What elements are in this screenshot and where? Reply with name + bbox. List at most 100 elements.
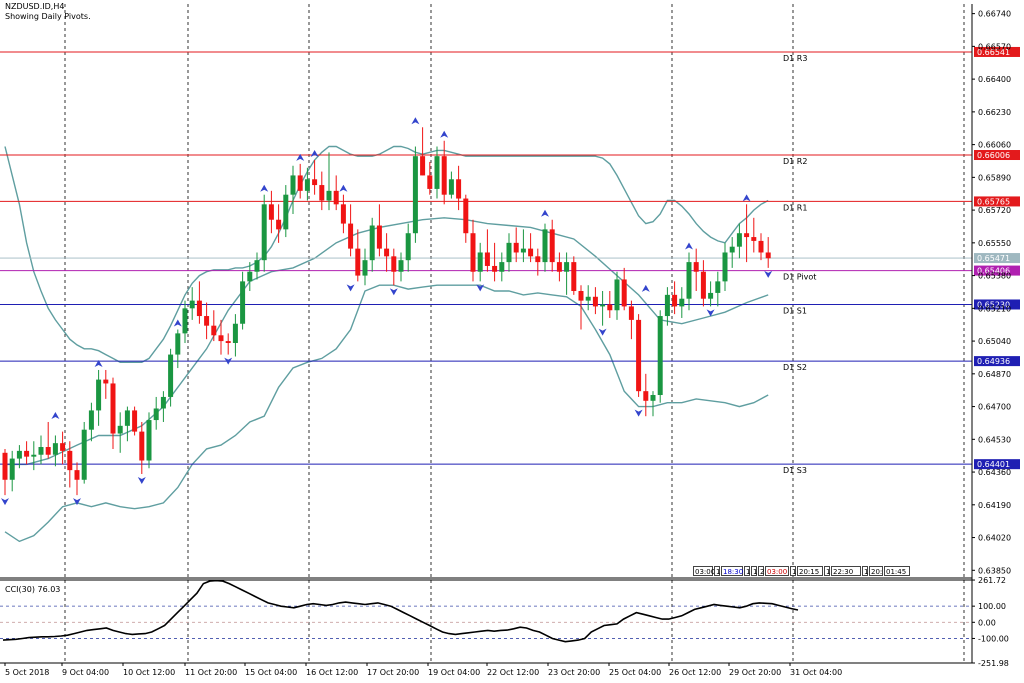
candle-body <box>384 248 390 257</box>
pivot-price-tag <box>974 196 1020 207</box>
candle-body <box>708 292 714 299</box>
candle-body <box>420 156 426 176</box>
candle-body <box>9 458 15 480</box>
candle-body <box>636 319 642 392</box>
candle-body <box>196 300 202 317</box>
chart-frame <box>0 4 973 664</box>
fractal-down-arrow <box>346 284 355 292</box>
pivot-label: D1 S2 <box>783 363 807 372</box>
cci-title: CCI(30) 76.03 <box>5 585 60 594</box>
candle-body <box>592 296 598 307</box>
current-price-tag <box>974 253 1020 264</box>
bollinger-bands <box>4 145 769 543</box>
trade-panel-box[interactable]: 03:00 <box>693 566 716 576</box>
candle-body <box>672 294 678 307</box>
time-tick-label: 25 Oct 04:00 <box>609 668 661 677</box>
candle-body <box>355 248 361 276</box>
candle-body <box>189 300 195 309</box>
candle-body <box>52 443 58 455</box>
fractal-down-arrow <box>634 409 643 417</box>
candle-body <box>751 237 757 241</box>
vertical-grid <box>64 4 965 663</box>
candle-body <box>333 190 339 205</box>
pivot-price-tag-text: 0.65230 <box>977 300 1010 309</box>
pivot-label: D1 R2 <box>783 157 807 166</box>
trade-panel-box[interactable]: 20:15 <box>797 566 823 576</box>
symbol-label: NZDUSD.ID,H4 <box>5 2 65 11</box>
candle-body <box>376 225 382 249</box>
pivot-label: D1 R3 <box>783 54 807 63</box>
trade-panel-box[interactable]: 2 <box>758 566 765 576</box>
candle-body <box>211 325 217 336</box>
candle-body <box>182 308 188 334</box>
candle-body <box>456 179 462 199</box>
price-tick-label: 0.65890 <box>978 173 1011 182</box>
candle-body <box>146 420 152 461</box>
candle-body <box>664 294 670 317</box>
pivot-price-tag <box>974 265 1020 276</box>
trade-panel-box[interactable]: 1 <box>790 566 797 576</box>
price-tick-label: 0.65040 <box>978 337 1011 346</box>
time-tick-label: 10 Oct 12:00 <box>123 668 175 677</box>
fractal-up-arrow <box>742 194 751 202</box>
trade-panel-box[interactable]: 1 <box>862 566 869 576</box>
price-tick-label: 0.64360 <box>978 468 1011 477</box>
price-tick-label: 0.64020 <box>978 534 1011 543</box>
candle-body <box>621 279 627 307</box>
candle-body <box>348 223 354 249</box>
candle-body <box>736 233 742 247</box>
pivot-price-tag-text: 0.65406 <box>977 267 1010 276</box>
candle-body <box>232 323 238 344</box>
fractal-up-arrow <box>173 319 182 327</box>
current-price-tag-text: 0.65471 <box>977 254 1010 263</box>
candle-body <box>600 304 606 307</box>
candle-body <box>31 454 37 457</box>
trade-panel-box[interactable]: 03:00 <box>765 566 789 576</box>
candle-body <box>448 179 454 195</box>
candle-body <box>542 229 548 263</box>
candle-body <box>744 233 750 238</box>
candle-body <box>74 470 80 480</box>
fractal-down-arrow <box>1 498 9 506</box>
trade-panel-box[interactable]: 1 <box>751 566 758 576</box>
candle-body <box>218 335 224 342</box>
candle-body <box>304 179 310 191</box>
candle-body <box>391 256 397 272</box>
fractal-down-arrow <box>598 328 607 336</box>
cci-tick-label: -100.00 <box>978 634 1009 643</box>
trade-panel-box[interactable]: 1 <box>744 566 751 576</box>
trade-panel-box[interactable]: 20: <box>869 566 883 576</box>
candle-body <box>225 341 231 344</box>
trade-panel-box[interactable]: 1 <box>714 566 721 576</box>
candle-body <box>45 447 51 455</box>
candle-body <box>463 198 469 234</box>
bollinger-upper <box>4 145 769 363</box>
trade-panel-box[interactable]: 1 <box>824 566 831 576</box>
pivot-subtitle: Showing Daily Pivots. <box>5 12 91 21</box>
candle-body <box>175 333 181 355</box>
fractal-up-arrow <box>440 130 449 138</box>
candle-body <box>139 431 145 461</box>
price-tick-label: 0.64530 <box>978 435 1011 444</box>
cci-tick-label: 100.00 <box>978 602 1006 611</box>
trade-panel-box[interactable]: 01:45 <box>884 566 910 576</box>
cci-tick-label: -251.98 <box>978 659 1009 668</box>
candle-body <box>240 281 246 324</box>
trade-panel-box[interactable]: 22:30 <box>831 566 861 576</box>
candle-body <box>470 233 476 272</box>
time-tick-label: 11 Oct 20:00 <box>185 668 237 677</box>
candle-body <box>578 291 584 301</box>
candle-body <box>564 262 570 272</box>
trade-panel-box[interactable]: 18:30 <box>721 566 744 576</box>
candle-body <box>124 410 130 426</box>
price-tick-label: 0.64190 <box>978 501 1011 510</box>
candle-body <box>729 246 735 253</box>
candle-body <box>81 429 87 480</box>
candle-body <box>520 248 526 253</box>
candle-body <box>679 298 685 307</box>
candle-body <box>556 262 562 272</box>
time-tick-label: 9 Oct 04:00 <box>62 668 109 677</box>
candle-body <box>312 179 318 186</box>
price-axis: 0.66740 0.66570 0.66400 0.66230 0.66060 0.658… <box>972 10 1011 575</box>
